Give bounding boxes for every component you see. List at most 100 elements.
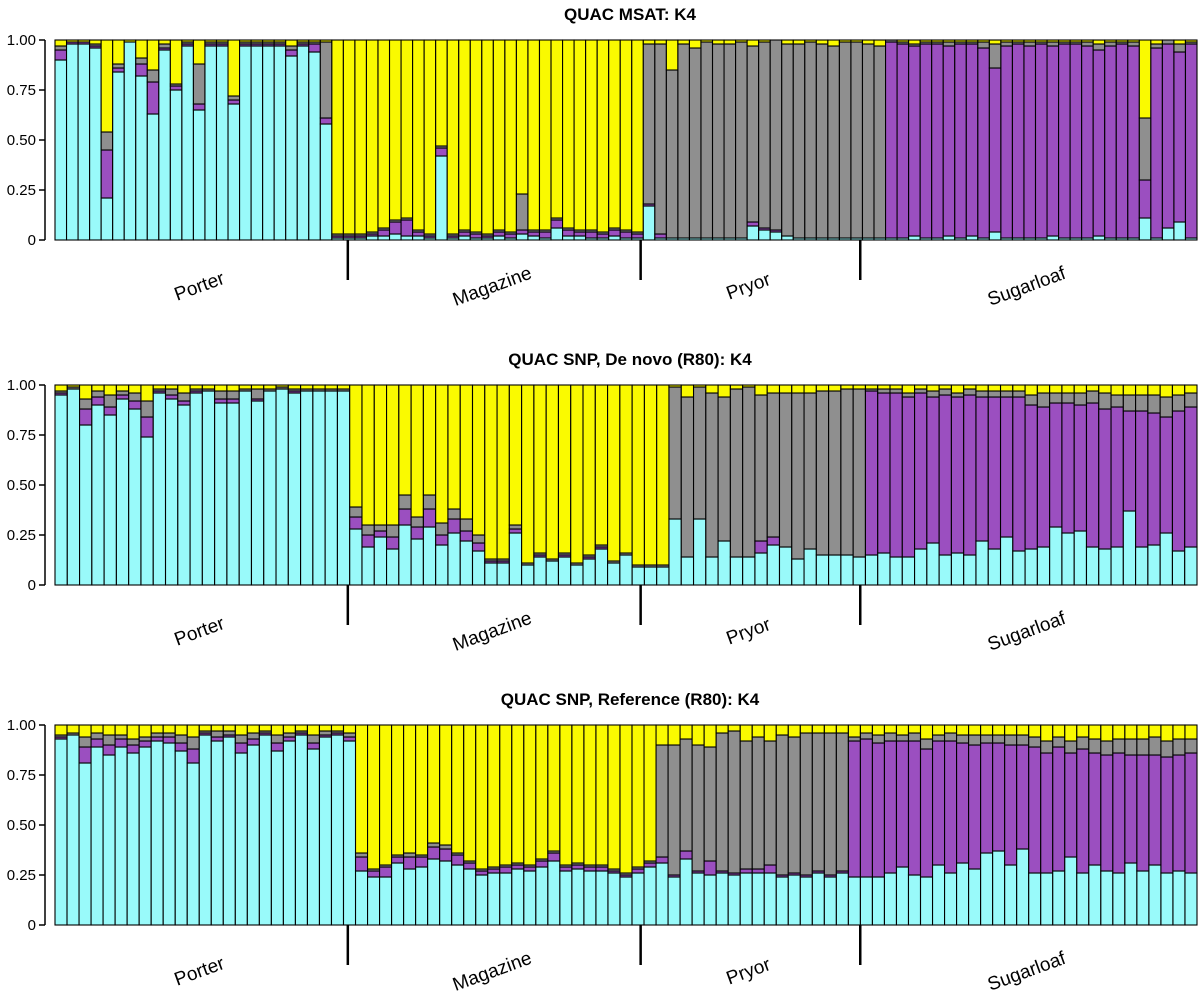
bar-segment-cyan <box>471 550 486 586</box>
bar-segment-purple <box>492 231 506 237</box>
bar-segment-yellow <box>1138 39 1152 119</box>
population-groups: Porter Magazine Pryor Sugarloaf <box>172 240 1069 311</box>
bar-segment-yellow <box>262 39 275 43</box>
bar-segment-cyan <box>550 227 564 241</box>
bar-segment-gray <box>703 746 717 862</box>
bar-segment-purple <box>975 396 989 542</box>
bar-segment-cyan <box>287 392 302 586</box>
bar-segment-yellow <box>282 724 296 734</box>
bar-segment-yellow <box>410 384 424 518</box>
bar-segment-purple <box>751 868 765 874</box>
bar-segment-yellow <box>1011 39 1025 43</box>
bar-segment-purple <box>164 394 179 400</box>
y-tick-label: 0.75 <box>7 82 36 99</box>
bar-segment-yellow <box>823 724 837 734</box>
bar-segment-yellow <box>400 39 414 219</box>
bar-segment-cyan <box>294 734 308 926</box>
bar-segment-yellow <box>883 724 898 734</box>
bar-segment-purple <box>398 508 412 526</box>
bar-segment-yellow <box>1184 724 1198 740</box>
bar-segment-yellow <box>791 384 805 394</box>
bar-segment-yellow <box>907 724 922 734</box>
bar-segment-gray <box>688 47 702 239</box>
bar-segment-cyan <box>1147 544 1161 586</box>
bar-segment-yellow <box>742 384 756 388</box>
bar-segment-purple <box>527 231 541 237</box>
bar-segment-cyan <box>435 155 448 241</box>
bar-segment-cyan <box>1124 862 1138 926</box>
bar-segment-purple <box>944 740 958 874</box>
bar-segment-yellow <box>864 384 879 390</box>
bar-segment-gray <box>1171 394 1186 412</box>
bar-segment-purple <box>146 81 160 115</box>
bar-segment-yellow <box>677 39 690 45</box>
bar-segment-purple <box>746 221 760 227</box>
bar-segment-yellow <box>607 384 621 562</box>
bar-segment-gray <box>1172 738 1186 756</box>
bar-segment-gray <box>1150 43 1163 49</box>
bar-segment-cyan <box>226 402 240 586</box>
bar-segment-cyan <box>324 390 338 586</box>
bar-segment-purple <box>907 740 922 876</box>
group-label: Porter <box>172 613 228 651</box>
bar-segment-yellow <box>571 724 585 864</box>
bar-segment-gray <box>963 388 977 396</box>
bar-segment-cyan <box>475 874 489 926</box>
bar-segment-purple <box>559 866 573 872</box>
bar-segment-yellow <box>792 39 806 45</box>
bar-segment-purple <box>140 416 154 438</box>
group-label: Magazine <box>450 608 535 656</box>
bar-segment-yellow <box>944 724 958 734</box>
bar-segment-yellow <box>1004 724 1018 736</box>
bar-segment-cyan <box>215 45 229 241</box>
bar-segment-gray <box>354 852 369 858</box>
y-axis: 0 0.25 0.50 0.75 1.00 <box>7 32 46 249</box>
bar-segment-yellow <box>150 724 164 734</box>
bar-segment-purple <box>435 534 449 546</box>
bar-segment-gray <box>459 518 474 532</box>
bar-segment-yellow <box>504 39 517 233</box>
bar-segment-cyan <box>877 552 891 586</box>
bar-segment-gray <box>78 736 92 748</box>
bar-segment-cyan <box>1110 546 1124 586</box>
bar-segment-yellow <box>527 39 541 231</box>
bar-segment-purple <box>864 390 879 556</box>
y-tick-label: 1.00 <box>7 377 36 394</box>
bar-segment-gray <box>655 744 669 858</box>
bar-segment-cyan <box>319 123 333 241</box>
bar-segment-cyan <box>181 45 194 241</box>
bar-segment-yellow <box>1073 384 1088 394</box>
bar-segment-yellow <box>162 724 176 734</box>
bar-segment-yellow <box>1016 724 1030 736</box>
bar-segment-yellow <box>889 384 903 390</box>
bar-segment-yellow <box>896 39 910 43</box>
bar-segment-yellow <box>739 724 753 742</box>
bar-segment-gray <box>140 400 154 418</box>
bar-segment-purple <box>573 231 587 237</box>
bar-segment-gray <box>828 390 842 556</box>
bar-segment-yellow <box>642 39 656 45</box>
bar-segment-yellow <box>619 39 633 231</box>
bar-segment-gray <box>680 396 695 558</box>
bar-segment-yellow <box>1064 724 1078 742</box>
bar-segment-cyan <box>908 235 921 241</box>
bar-segment-gray <box>942 41 956 47</box>
bar-segment-gray <box>838 41 852 239</box>
bar-segment-cyan <box>499 872 513 926</box>
bar-segment-cyan <box>379 876 393 926</box>
y-tick-label: 0.50 <box>7 817 36 834</box>
bar-segment-cyan <box>1092 235 1106 241</box>
bar-segment-yellow <box>1023 39 1037 43</box>
bar-segment-yellow <box>222 724 236 732</box>
bar-segment-purple <box>135 63 148 77</box>
bar-segment-gray <box>938 388 952 396</box>
bar-segment-yellow <box>1034 39 1048 43</box>
bar-segment-gray <box>210 730 224 738</box>
bar-segment-cyan <box>89 47 102 241</box>
bar-segment-yellow <box>1160 724 1174 742</box>
bar-segment-cyan <box>545 560 560 586</box>
bar-segment-purple <box>608 229 621 237</box>
bar-segment-cyan <box>557 556 572 586</box>
bar-segment-cyan <box>1135 546 1149 586</box>
bar-segment-yellow <box>766 384 781 394</box>
